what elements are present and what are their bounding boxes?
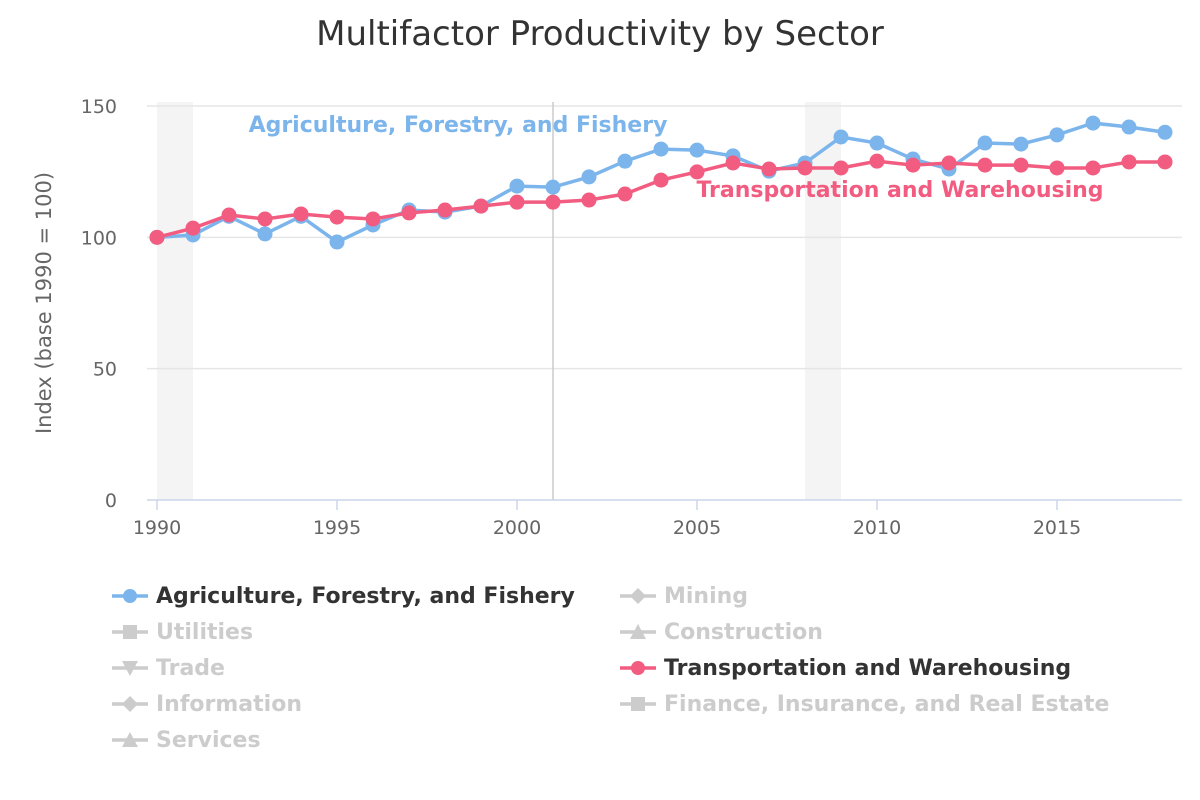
data-point (1049, 160, 1065, 176)
x-tick-label: 2000 (493, 517, 541, 539)
x-tick-label: 2005 (673, 517, 721, 539)
data-point (257, 226, 273, 242)
triangle-marker-icon (620, 622, 664, 642)
data-point (365, 211, 381, 227)
data-point (1157, 124, 1173, 140)
y-tick-label: 100 (81, 227, 117, 249)
data-point (833, 129, 849, 145)
data-point (1121, 154, 1137, 170)
data-point (689, 142, 705, 158)
series-label: Agriculture, Forestry, and Fishery (249, 113, 668, 138)
data-point (761, 161, 777, 177)
legend-item[interactable]: Trade (112, 650, 225, 686)
legend-label: Utilities (156, 619, 254, 645)
x-tick-label: 1995 (313, 517, 361, 539)
triangle-marker-icon (112, 730, 156, 750)
legend-label: Information (156, 691, 302, 717)
circle-marker-icon (620, 658, 664, 678)
data-point (689, 164, 705, 180)
data-point (797, 160, 813, 176)
legend-item[interactable]: Construction (620, 614, 823, 650)
data-point (977, 135, 993, 151)
data-point (581, 169, 597, 185)
data-point (1085, 160, 1101, 176)
legend-label: Mining (664, 583, 749, 609)
data-point (581, 192, 597, 208)
legend-item[interactable]: Finance, Insurance, and Real Estate (620, 686, 1109, 722)
data-point (545, 194, 561, 210)
legend-label: Construction (664, 619, 823, 645)
data-point (1013, 157, 1029, 173)
data-point (1013, 136, 1029, 152)
series-5 (149, 153, 1173, 245)
data-point (401, 205, 417, 221)
data-point (473, 198, 489, 214)
y-tick-label: 50 (93, 359, 117, 381)
data-point (1121, 119, 1137, 135)
circle-marker-icon (112, 586, 156, 606)
series-label: Transportation and Warehousing (696, 178, 1103, 203)
legend-label: Services (156, 727, 261, 753)
chart-title: Multifactor Productivity by Sector (316, 14, 884, 54)
data-point (617, 153, 633, 169)
x-tick-label: 1990 (133, 517, 181, 539)
data-point (329, 234, 345, 250)
legend-label: Transportation and Warehousing (664, 655, 1072, 681)
data-point (653, 141, 669, 157)
legend-label: Agriculture, Forestry, and Fishery (156, 583, 575, 609)
data-point (1157, 154, 1173, 170)
x-tick-label: 2010 (853, 517, 901, 539)
legend-label: Trade (156, 655, 225, 681)
y-tick-label: 150 (81, 96, 117, 118)
data-point (653, 172, 669, 188)
data-point (941, 155, 957, 171)
y-tick-label: 0 (105, 490, 117, 512)
data-point (869, 153, 885, 169)
line-chart: 0 50 100 150 1990 1995 2000 2005 2010 2015 Index (… (32, 96, 1182, 539)
legend-item[interactable]: Utilities (112, 614, 253, 650)
data-point (257, 211, 273, 227)
triangle-down-marker-icon (112, 658, 156, 678)
legend-item[interactable]: Agriculture, Forestry, and Fishery (112, 578, 575, 614)
data-point (725, 155, 741, 171)
data-point (221, 207, 237, 223)
data-point (617, 186, 633, 202)
legend-item[interactable]: Mining (620, 578, 748, 614)
data-point (509, 194, 525, 210)
data-point (1085, 115, 1101, 131)
data-point (545, 179, 561, 195)
diamond-marker-icon (620, 586, 664, 606)
diamond-marker-icon (112, 694, 156, 714)
data-point (905, 157, 921, 173)
legend-item[interactable]: Services (112, 722, 261, 758)
data-point (869, 135, 885, 151)
data-point (293, 206, 309, 222)
y-axis-label: Index (base 1990 = 100) (32, 172, 56, 434)
legend-item[interactable]: Transportation and Warehousing (620, 650, 1071, 686)
data-point (185, 220, 201, 236)
legend-label: Finance, Insurance, and Real Estate (664, 691, 1110, 717)
data-point (329, 209, 345, 225)
data-point (437, 202, 453, 218)
square-marker-icon (112, 622, 156, 642)
x-tick-label: 2015 (1033, 517, 1081, 539)
data-point (833, 160, 849, 176)
data-point (149, 229, 165, 245)
data-point (509, 178, 525, 194)
plot-band (157, 102, 193, 500)
data-point (1049, 127, 1065, 143)
legend-item[interactable]: Information (112, 686, 302, 722)
data-point (977, 157, 993, 173)
square-marker-icon (620, 694, 664, 714)
